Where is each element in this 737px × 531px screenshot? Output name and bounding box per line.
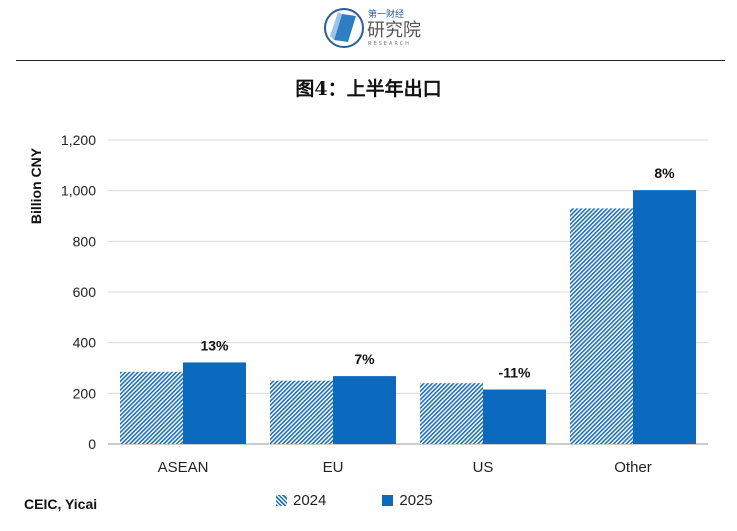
legend-item-2024: 2024 bbox=[276, 492, 326, 509]
y-tick-label: 800 bbox=[73, 233, 97, 249]
bar-2024-asean bbox=[120, 371, 183, 444]
header-divider bbox=[16, 60, 725, 61]
y-tick-label: 1,200 bbox=[61, 132, 96, 148]
legend: 2024 2025 bbox=[276, 492, 433, 509]
bar-2025-eu bbox=[333, 376, 396, 444]
y-tick-label: 600 bbox=[73, 284, 97, 300]
bar-2025-us bbox=[483, 389, 546, 444]
logo-text-sub: RESEARCH bbox=[368, 41, 411, 47]
bar-2024-us bbox=[420, 383, 483, 444]
y-tick-label: 1,000 bbox=[61, 183, 96, 199]
y-tick-label: 400 bbox=[73, 335, 97, 351]
data-label-other: 8% bbox=[654, 165, 675, 181]
data-label-asean: 13% bbox=[200, 337, 229, 353]
category-label: ASEAN bbox=[158, 459, 209, 476]
y-tick-label: 0 bbox=[88, 436, 96, 452]
logo-text-top: 第一财经 bbox=[368, 8, 404, 20]
chart-title: 图4：上半年出口 bbox=[295, 78, 442, 100]
logo: 第一财经 研究院 RESEARCH bbox=[0, 0, 737, 58]
legend-label-2024: 2024 bbox=[293, 492, 327, 509]
logo-graphic: 第一财经 研究院 RESEARCH bbox=[324, 8, 421, 48]
category-label: US bbox=[473, 459, 494, 476]
bars bbox=[120, 190, 696, 444]
y-tick-label: 200 bbox=[73, 385, 97, 401]
y-axis-label: Billion CNY bbox=[28, 147, 44, 224]
logo-text-main: 研究院 bbox=[367, 20, 421, 41]
bar-2025-asean bbox=[183, 362, 246, 444]
data-label-eu: 7% bbox=[354, 351, 375, 367]
bar-2024-other bbox=[570, 208, 633, 444]
logo-emblem bbox=[324, 8, 364, 48]
category-label: EU bbox=[323, 459, 344, 476]
legend-item-2025: 2025 bbox=[382, 492, 433, 509]
data-label-us: -11% bbox=[499, 365, 531, 381]
y-axis: 0 200 400 600 800 1,000 1,200 bbox=[61, 132, 96, 452]
category-label: Other bbox=[614, 459, 652, 476]
bar-2025-other bbox=[633, 190, 696, 444]
legend-swatch-solid bbox=[382, 495, 394, 506]
x-axis: ASEAN EU US Other bbox=[158, 459, 652, 476]
legend-swatch-hatched bbox=[276, 495, 287, 506]
legend-label-2025: 2025 bbox=[399, 492, 433, 509]
data-labels: 13% 7% -11% 8% bbox=[200, 165, 675, 380]
bar-2024-eu bbox=[270, 380, 333, 444]
source-note: CEIC, Yicai bbox=[24, 496, 98, 512]
